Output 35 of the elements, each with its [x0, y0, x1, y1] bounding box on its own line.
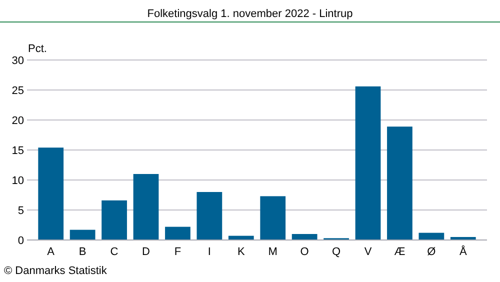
x-tick-label: K: [237, 246, 246, 258]
x-tick-label: I: [208, 246, 211, 258]
text: © Danmarks Statistik: [4, 265, 108, 277]
x-tick-label: D: [142, 246, 150, 258]
bar: [165, 226, 190, 240]
y-tick-label: 5: [18, 204, 24, 217]
bar: [387, 126, 412, 240]
y-tick-label: 15: [12, 144, 24, 157]
y-tick-label: 30: [12, 54, 24, 67]
bar: [70, 230, 96, 240]
bar: [418, 232, 444, 240]
x-tick-label: Q: [332, 246, 342, 258]
chart-title: Folketingsvalg 1. november 2022 - Lintrup: [147, 8, 353, 20]
bar: [355, 86, 381, 240]
x-tick-label: M: [268, 246, 278, 258]
bar: [196, 192, 222, 240]
x-tick-label: V: [364, 246, 372, 258]
x-tick-label: F: [174, 246, 182, 258]
bar: [102, 200, 127, 240]
bar: [292, 234, 318, 240]
x-tick-label: Æ: [394, 246, 406, 258]
x-tick-label: O: [300, 246, 310, 258]
y-tick-label: 0: [18, 234, 24, 247]
x-tick-label: A: [47, 246, 56, 258]
x-tick-label: Ø: [427, 246, 436, 258]
bar: [133, 174, 159, 240]
y-tick-label: 20: [12, 114, 24, 127]
x-tick-label: Å: [459, 245, 468, 258]
x-tick-label: C: [110, 246, 118, 258]
y-tick-label: 25: [12, 84, 24, 97]
bar: [260, 196, 286, 240]
bar: [38, 148, 64, 240]
y-tick-label: 10: [12, 174, 24, 187]
x-tick-label: B: [78, 246, 86, 258]
y-axis-title: Pct.: [28, 43, 47, 55]
